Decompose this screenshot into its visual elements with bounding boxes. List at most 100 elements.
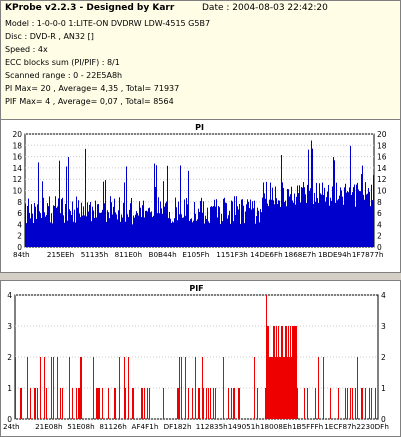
pi-bar xyxy=(250,199,251,247)
pi-bar xyxy=(372,200,373,247)
pi-bar xyxy=(227,218,228,247)
pi-bar xyxy=(279,200,280,247)
pi-bar xyxy=(92,206,93,247)
pif-bar xyxy=(369,388,370,419)
pi-bar xyxy=(70,211,71,247)
pif-bar xyxy=(304,388,305,419)
pi-bar xyxy=(196,220,197,247)
pi-bar xyxy=(289,196,290,247)
pi-bar xyxy=(277,204,278,247)
pi-bar xyxy=(282,182,283,247)
y-tick-label: 4 xyxy=(7,291,12,300)
pi-bar xyxy=(164,206,165,247)
pi-bar xyxy=(143,200,144,247)
pif-bar xyxy=(365,388,366,419)
y-tick-label: 20 xyxy=(12,130,22,139)
pif-bar xyxy=(297,388,298,419)
pi-bar xyxy=(129,209,130,247)
pi-bar xyxy=(77,207,78,247)
pif-bar xyxy=(231,388,232,419)
pif-bar xyxy=(315,388,316,419)
pi-bar xyxy=(316,182,317,247)
pif-bar xyxy=(228,388,229,419)
pi-bar xyxy=(314,192,315,247)
pi-bar xyxy=(345,183,346,247)
pif-bar xyxy=(295,326,296,419)
pi-bar xyxy=(215,206,216,247)
pi-bar xyxy=(219,207,220,247)
pi-bar xyxy=(303,182,304,247)
pif-bar xyxy=(273,326,274,419)
pi-bar xyxy=(60,213,61,247)
pif-bar xyxy=(57,357,58,419)
pi-bar xyxy=(48,206,49,247)
pif-bar xyxy=(124,357,125,419)
pi-bar xyxy=(293,202,294,247)
pi-bar xyxy=(35,206,36,247)
pi-bar xyxy=(91,221,92,247)
pi-bar xyxy=(245,211,246,247)
pi-bar xyxy=(102,209,103,247)
pi-bar xyxy=(222,221,223,247)
pi-bar xyxy=(99,212,100,247)
pi-bar xyxy=(348,192,349,247)
pif-bar xyxy=(208,388,209,419)
pi-bar xyxy=(318,202,319,247)
pi-bar xyxy=(117,219,118,247)
x-tick-label: 1151F3h xyxy=(216,250,248,259)
pi-bar xyxy=(82,215,83,247)
pif-bar xyxy=(20,388,21,419)
pi-bar xyxy=(368,187,369,247)
pif-bar xyxy=(78,388,79,419)
pif-chart-panel: PIF 0 0 1 1 2 2 3 3 4 4 24th 21E08h 51E08h 81126h AF4F1… xyxy=(0,280,401,437)
pi-bar xyxy=(147,211,148,247)
pi-bar xyxy=(101,212,102,247)
pif-bar xyxy=(142,388,143,419)
pi-bar xyxy=(242,199,243,247)
pi-bar xyxy=(336,182,337,247)
x-tick-label: AF4F1h xyxy=(131,422,158,431)
pi-bar xyxy=(373,175,374,247)
y-tick-label-right: 0 xyxy=(381,415,386,424)
pi-bar xyxy=(288,189,289,247)
pi-bar xyxy=(231,200,232,247)
pi-bar xyxy=(221,213,222,247)
x-tick-label: 2230DFh xyxy=(356,422,389,431)
pif-bar xyxy=(265,388,266,419)
y-tick-label-right: 8 xyxy=(377,198,382,207)
pi-bar xyxy=(176,207,177,247)
pif-bar xyxy=(280,357,281,419)
pi-bar xyxy=(264,193,265,247)
pi-bar xyxy=(52,223,53,247)
pi-bar xyxy=(344,187,345,247)
pi-bar xyxy=(276,198,277,247)
pi-bar xyxy=(234,196,235,247)
pi-bar xyxy=(278,200,279,247)
pi-bar xyxy=(139,201,140,247)
y-tick-label-right: 16 xyxy=(377,153,387,162)
pi-bar xyxy=(280,206,281,247)
pi-bar xyxy=(43,197,44,247)
pif-bar xyxy=(323,357,324,419)
pi-bar xyxy=(136,211,137,247)
pi-bar xyxy=(360,191,361,247)
x-tick-label: 14DE6Fh xyxy=(250,250,282,259)
pi-bar xyxy=(319,183,320,247)
pi-bar xyxy=(343,204,344,247)
pi-bar xyxy=(214,199,215,247)
pif-bar xyxy=(97,388,98,419)
y-tick-label-right: 10 xyxy=(377,187,387,196)
pi-bar xyxy=(262,197,263,247)
pi-bar xyxy=(57,206,58,247)
pi-bar xyxy=(315,201,316,247)
pi-bar xyxy=(158,197,159,247)
x-tick-label: 1B5FFFh xyxy=(292,422,323,431)
pif-bar xyxy=(79,388,80,419)
pif-bar xyxy=(72,388,73,419)
pif-bar xyxy=(210,388,211,419)
pif-bar xyxy=(141,388,142,419)
pi-bar xyxy=(75,222,76,247)
pi-bar xyxy=(31,204,32,247)
pi-bar xyxy=(140,207,141,247)
pif-bar xyxy=(192,388,193,419)
